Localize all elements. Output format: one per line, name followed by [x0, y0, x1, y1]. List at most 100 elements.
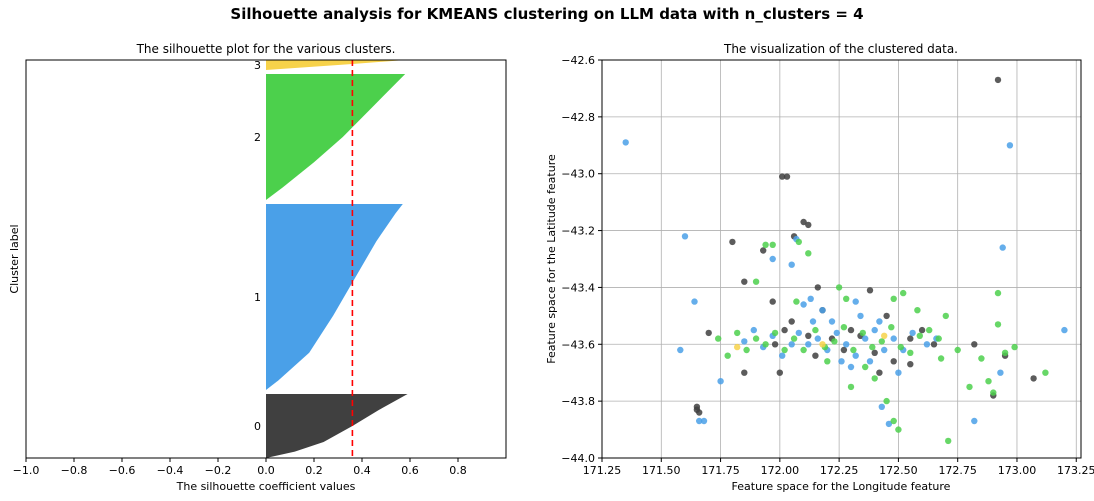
- scatter-point-cluster-0: [871, 349, 878, 356]
- x-tick-label: 172.75: [938, 464, 977, 477]
- cluster-labels: 0 1 2 3: [254, 59, 261, 433]
- scatter-point-cluster-1: [890, 335, 897, 342]
- scatter-point-cluster-2: [978, 355, 985, 362]
- x-tick-label: 0.0: [257, 464, 275, 477]
- scatter-point-cluster-1: [788, 261, 795, 268]
- x-tick-label: −0.6: [109, 464, 136, 477]
- scatter-point-cluster-1: [696, 417, 703, 425]
- scatter-plot-title: The visualization of the clustered data.: [723, 42, 958, 56]
- scatter-point-cluster-2: [945, 437, 952, 445]
- scatter-point-cluster-2: [805, 250, 812, 257]
- scatter-point-cluster-0: [971, 341, 978, 348]
- scatter-point-cluster-0: [776, 369, 783, 376]
- scatter-point-cluster-1: [852, 352, 859, 359]
- cluster-label-1: 1: [254, 291, 261, 304]
- scatter-point-cluster-2: [935, 335, 942, 342]
- x-tick-label: 0.4: [353, 464, 371, 477]
- scatter-point-cluster-1: [843, 341, 850, 348]
- scatter-point-cluster-1: [1061, 326, 1068, 334]
- scatter-point-cluster-2: [843, 295, 850, 302]
- x-tick-label: 0.2: [305, 464, 323, 477]
- scatter-point-cluster-0: [779, 173, 786, 180]
- scatter-point-cluster-2: [771, 329, 779, 337]
- scatter-point-cluster-1: [788, 341, 795, 348]
- scatter-point-cluster-2: [994, 321, 1002, 328]
- figure-suptitle: Silhouette analysis for KMEANS clusterin…: [230, 5, 864, 23]
- y-tick-label: −44.0: [561, 452, 595, 465]
- x-tick-label: 171.50: [642, 464, 681, 477]
- scatter-point-cluster-0: [814, 284, 821, 291]
- scatter-point-cluster-2: [954, 346, 961, 354]
- scatter-point-cluster-0: [918, 326, 926, 334]
- scatter-point-cluster-2: [824, 358, 831, 365]
- scatter-point-cluster-2: [1042, 369, 1049, 376]
- scatter-point-cluster-1: [857, 312, 864, 320]
- scatter-point-cluster-1: [866, 358, 874, 365]
- x-tick-label: −0.4: [157, 464, 184, 477]
- scatter-point-cluster-0: [800, 218, 807, 226]
- x-tick-label: −0.2: [205, 464, 232, 477]
- x-tick-label: 171.25: [583, 464, 622, 477]
- scatter-point-cluster-2: [878, 338, 885, 345]
- scatter-point-cluster-1: [871, 326, 878, 334]
- scatter-point-cluster-1: [677, 346, 684, 354]
- scatter-point-cluster-1: [807, 295, 814, 302]
- scatter-point-cluster-0: [890, 358, 897, 365]
- scatter-point-cluster-2: [859, 329, 866, 337]
- scatter-point-cluster-2: [890, 295, 897, 302]
- scatter-point-cluster-1: [881, 346, 888, 354]
- scatter-point-cluster-2: [752, 335, 760, 342]
- scatter-point-cluster-1: [717, 378, 724, 385]
- scatter-point-cluster-2: [883, 397, 890, 405]
- scatter-point-cluster-1: [876, 318, 883, 325]
- scatter-point-cluster-3: [734, 343, 741, 351]
- scatter-point-cluster-0: [783, 173, 791, 180]
- scatter-point-cluster-2: [888, 324, 895, 331]
- scatter-point-cluster-1: [809, 318, 817, 325]
- y-tick-label: −42.6: [561, 54, 595, 67]
- scatter-point-cluster-1: [700, 417, 708, 425]
- scatter-point-cluster-0: [907, 335, 914, 342]
- scatter-grid: [601, 59, 1081, 459]
- scatter-point-cluster-0: [847, 326, 855, 334]
- scatter-point-cluster-1: [847, 363, 855, 371]
- scatter-y-label: Feature space for the Latitude feature: [545, 154, 558, 364]
- scatter-point-cluster-2: [942, 312, 949, 320]
- scatter-point-cluster-1: [805, 341, 812, 348]
- silhouette-cluster-0: [266, 394, 408, 458]
- scatter-point-cluster-2: [762, 341, 769, 348]
- scatter-points: [622, 76, 1068, 445]
- scatter-point-cluster-0: [866, 287, 874, 294]
- silhouette-cluster-2: [266, 74, 406, 200]
- scatter-point-cluster-0: [1030, 375, 1037, 382]
- silhouette-plot-title: The silhouette plot for the various clus…: [136, 42, 396, 56]
- scatter-point-cluster-2: [793, 298, 800, 305]
- scatter-point-cluster-1: [909, 329, 916, 337]
- silhouette-x-ticks: −1.0 −0.8 −0.6 −0.4 −0.2 0.0 0.2 0.4 0.6 0.8: [13, 458, 467, 477]
- scatter-point-cluster-1: [895, 369, 902, 376]
- scatter-point-cluster-1: [885, 420, 893, 428]
- scatter-point-cluster-1: [838, 358, 845, 365]
- cluster-label-0: 0: [254, 420, 261, 433]
- y-tick-label: −43.4: [561, 281, 595, 294]
- scatter-point-cluster-2: [966, 383, 973, 391]
- scatter-point-cluster-0: [907, 361, 914, 368]
- x-tick-label: 173.25: [1057, 464, 1094, 477]
- silhouette-plot: The silhouette plot for the various clus…: [8, 42, 507, 493]
- scatter-point-cluster-1: [833, 329, 840, 337]
- scatter-point-cluster-1: [681, 233, 689, 240]
- scatter-point-cluster-1: [814, 335, 821, 342]
- scatter-point-cluster-2: [1011, 343, 1018, 351]
- scatter-point-cluster-2: [840, 324, 848, 331]
- scatter-point-cluster-0: [741, 278, 748, 285]
- scatter-point-cluster-0: [729, 238, 736, 246]
- scatter-point-cluster-0: [760, 247, 767, 254]
- scatter-point-cluster-3: [819, 341, 826, 348]
- scatter-point-cluster-0: [741, 369, 748, 376]
- cluster-label-2: 2: [254, 131, 261, 144]
- scatter-point-cluster-1: [923, 341, 931, 348]
- scatter-point-cluster-2: [847, 383, 855, 391]
- scatter-point-cluster-0: [788, 318, 795, 325]
- scatter-point-cluster-2: [869, 343, 876, 351]
- scatter-point-cluster-2: [734, 329, 741, 337]
